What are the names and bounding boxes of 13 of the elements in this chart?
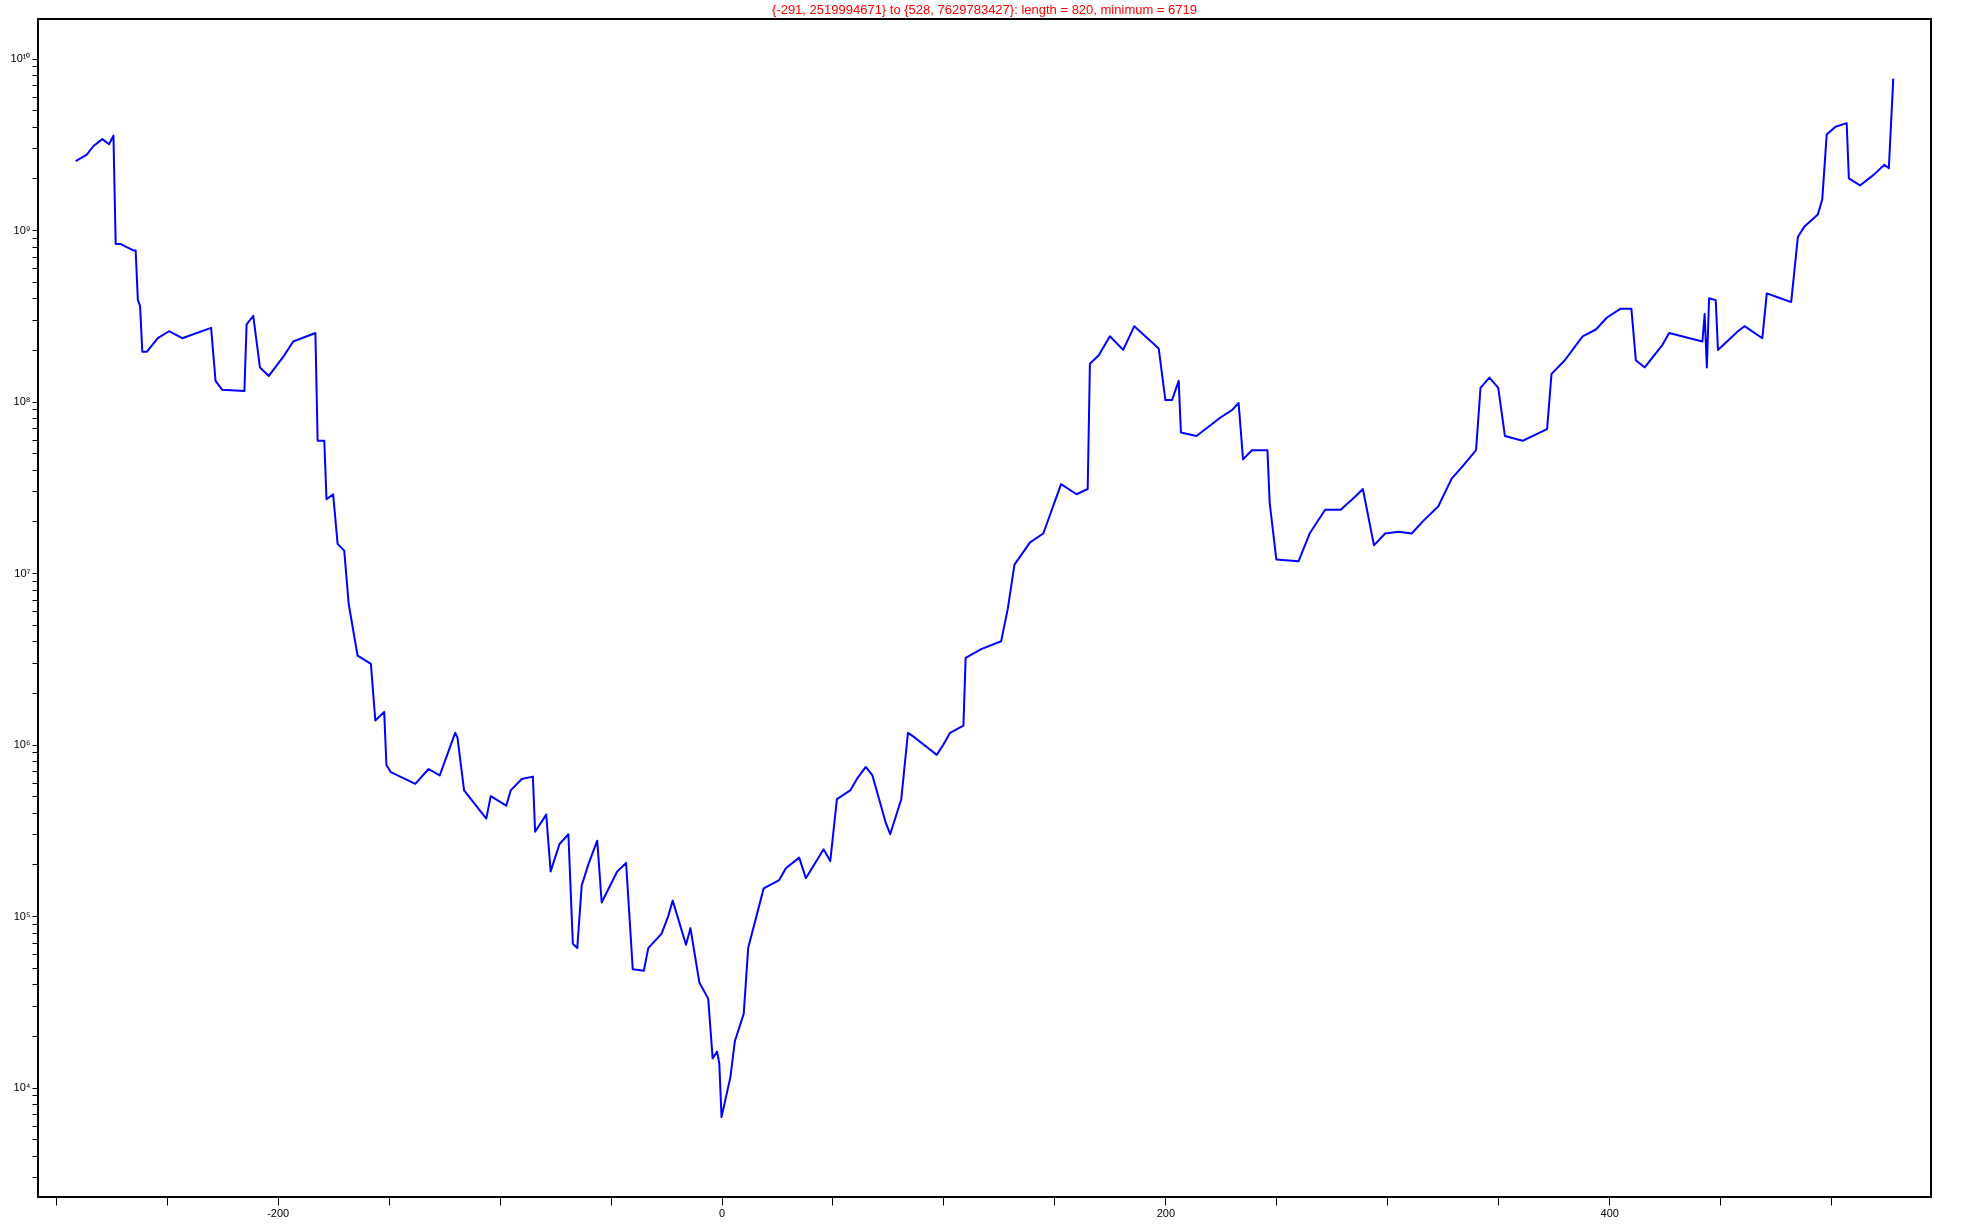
y-tick-label: 10⁴ — [13, 1081, 31, 1094]
chart-title: {-291, 2519994671} to {528, 7629783427}: length = 820, minimum = 6719 — [771, 2, 1198, 17]
line-series — [74, 77, 1895, 1119]
x-tick-label: 400 — [1600, 1206, 1619, 1219]
y-tick-label: 10⁸ — [13, 395, 31, 408]
x-tick-label: -200 — [267, 1206, 290, 1219]
y-tick-label: 10⁹ — [13, 223, 31, 236]
y-tick-label: 10⁵ — [13, 909, 31, 922]
y-tick-label: 10⁷ — [14, 566, 31, 579]
y-tick-label: 10¹⁰ — [10, 52, 31, 65]
x-tick-label: 200 — [1156, 1206, 1176, 1219]
y-tick-label: 10⁶ — [13, 738, 31, 751]
x-tick-label: 0 — [718, 1206, 726, 1219]
